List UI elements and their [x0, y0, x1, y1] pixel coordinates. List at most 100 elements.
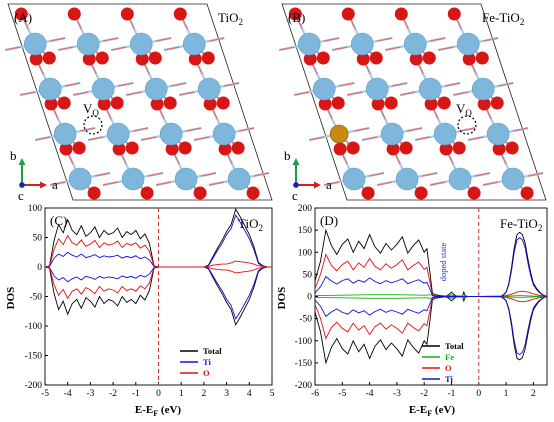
series-line-ti-down — [314, 296, 548, 356]
ti-o-bond — [339, 82, 355, 87]
legend-label: O — [203, 368, 210, 378]
oxygen-atom — [520, 186, 534, 200]
ti-o-bond — [368, 172, 385, 177]
y-tick-label: -200 — [295, 381, 313, 391]
titanium-atom — [68, 167, 92, 191]
dos-chart-fe-tio2: -6 -5 -4 -3 -2 -1 0 1 2 -200 -150 -100 -50 0 50 100 150 2… — [276, 204, 548, 418]
x-tick-label: 0 — [156, 389, 161, 399]
x-tick-label: -5 — [41, 389, 49, 399]
series-line-fe-down — [314, 296, 548, 300]
oxygen-atom — [148, 51, 162, 65]
ti-o-bond — [527, 172, 544, 177]
axis-triad-a: b a c — [10, 148, 58, 203]
oxygen-atom — [120, 7, 134, 21]
x-tick-label: -3 — [86, 389, 94, 399]
x-tick-label: 1 — [179, 389, 184, 399]
titanium-atom — [342, 167, 366, 191]
oxygen-atom — [288, 7, 302, 21]
x-tick-label: 3 — [224, 389, 229, 399]
titanium-atom — [471, 77, 495, 101]
series-line-ti-up — [44, 214, 272, 268]
ti-o-bond — [460, 127, 476, 132]
oxygen-atom — [97, 97, 111, 111]
ti-o-bond — [126, 91, 142, 96]
oxygen-atom — [467, 186, 481, 200]
ti-o-bond — [171, 82, 187, 87]
oxygen-atom — [318, 97, 332, 111]
c-axis-dot — [19, 182, 25, 188]
ti-o-bond — [35, 136, 51, 141]
y-tick-label: 50 — [303, 270, 313, 280]
oxygen-atom — [384, 96, 398, 110]
ti-o-bond — [239, 127, 255, 132]
titanium-atom — [395, 167, 419, 191]
plot-frame — [314, 207, 548, 386]
ti-o-bond — [147, 172, 164, 177]
y-tick-label: -200 — [25, 381, 43, 391]
series-line-o-up — [314, 253, 548, 297]
titanium-atom — [227, 167, 251, 191]
titanium-atom — [365, 77, 389, 101]
x-tick-label: -1 — [132, 389, 140, 399]
ti-o-bond — [498, 82, 514, 87]
series-line-total-down — [314, 296, 548, 365]
y-tick-label: -150 — [25, 352, 43, 362]
ti-o-bond — [65, 82, 81, 87]
titanium-atom — [433, 122, 457, 146]
oxygen-atom — [140, 186, 154, 200]
ti-o-bond — [392, 82, 408, 87]
x-axis-label: E-EF (eV) — [135, 404, 181, 418]
b-axis-head — [292, 158, 300, 165]
oxygen-atom — [29, 52, 43, 66]
titanium-atom — [448, 167, 472, 191]
oxygen-atom — [44, 97, 58, 111]
ti-o-bond — [474, 172, 491, 177]
ti-o-bond — [415, 136, 431, 141]
titanium-atom — [38, 77, 62, 101]
ti-o-bond — [209, 37, 225, 42]
titanium-atom — [182, 32, 206, 56]
oxygen-atom — [394, 7, 408, 21]
axis-label-b: b — [10, 148, 17, 163]
x-tick-label: -3 — [393, 389, 401, 399]
titanium-atom — [486, 122, 510, 146]
x-tick-label: -5 — [338, 389, 346, 399]
oxygen-atom — [492, 142, 506, 156]
series-group — [314, 228, 548, 365]
oxygen-atom — [72, 141, 86, 155]
oxygen-atom — [125, 141, 139, 155]
vacancy-marker — [457, 115, 477, 135]
ti-o-bond — [164, 46, 180, 51]
material-label-a: TiO2 — [218, 10, 243, 27]
ti-o-bond — [309, 136, 325, 141]
x-tick-label: 5 — [270, 389, 275, 399]
structure-panel-a: VO (A) TiO2 b a c — [5, 3, 273, 203]
y-axis-label: DOS — [276, 287, 288, 310]
doped-state-annotation: doped state — [438, 243, 448, 282]
ti-o-bond — [323, 181, 340, 186]
oxygen-atom — [218, 142, 232, 156]
oxygen-atom — [505, 141, 519, 155]
y-tick-label: 0 — [307, 293, 312, 303]
oxygen-atom — [135, 52, 149, 66]
oxygen-atom — [422, 51, 436, 65]
chart-title: Fe-TiO2 — [500, 216, 542, 233]
ti-o-bond — [421, 172, 438, 177]
titanium-atom — [418, 77, 442, 101]
ti-o-bond — [279, 46, 295, 51]
ti-o-bond — [376, 181, 393, 186]
oxygen-atom — [150, 97, 164, 111]
oxygen-atom — [87, 186, 101, 200]
ti-o-bond — [133, 127, 149, 132]
oxygen-atom — [386, 142, 400, 156]
oxygen-atom — [341, 7, 355, 21]
oxygen-atom — [178, 141, 192, 155]
ti-o-bond — [179, 91, 195, 96]
titanium-atom — [174, 167, 198, 191]
titanium-atom — [159, 122, 183, 146]
oxygen-atom — [201, 51, 215, 65]
b-axis-head — [18, 158, 26, 165]
oxygen-atom — [316, 51, 330, 65]
ti-o-bond — [324, 37, 340, 42]
